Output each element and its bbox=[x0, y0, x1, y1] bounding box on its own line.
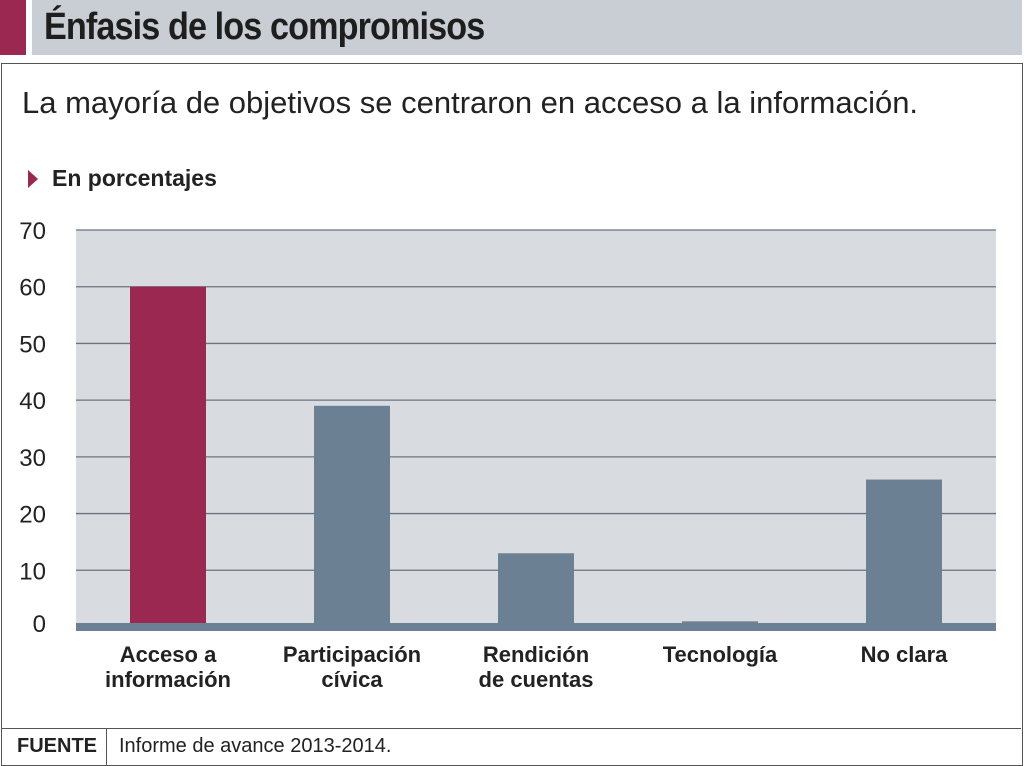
y-tick-label: 20 bbox=[19, 502, 46, 529]
x-tick-label: de cuentas bbox=[479, 667, 594, 692]
header-bar: Énfasis de los compromisos bbox=[32, 0, 1022, 55]
bar bbox=[498, 553, 574, 627]
header-accent bbox=[0, 0, 26, 55]
x-tick-label: Acceso a bbox=[120, 642, 217, 667]
x-tick-label: Tecnología bbox=[663, 642, 778, 667]
baseline bbox=[76, 623, 996, 631]
x-tick-label: cívica bbox=[321, 667, 383, 692]
x-tick-label: información bbox=[105, 667, 231, 692]
source-text: Informe de avance 2013-2014. bbox=[119, 735, 392, 757]
y-tick-label: 60 bbox=[19, 275, 46, 302]
triangle-icon bbox=[28, 169, 38, 188]
footer: FUENTE Informe de avance 2013-2014. bbox=[1, 728, 1021, 766]
y-tick-label: 40 bbox=[19, 388, 46, 415]
unit-text: En porcentajes bbox=[52, 165, 217, 191]
bar bbox=[866, 479, 942, 627]
source-label: FUENTE bbox=[17, 735, 97, 757]
bar bbox=[130, 286, 206, 627]
unit-label: En porcentajes bbox=[28, 165, 217, 192]
y-tick-label: 0 bbox=[33, 611, 46, 638]
footer-divider bbox=[106, 729, 107, 766]
y-tick-label: 30 bbox=[19, 445, 46, 472]
chart-subtitle: La mayoría de objetivos se centraron en … bbox=[22, 85, 919, 120]
bar bbox=[314, 405, 390, 627]
x-tick-label: No clara bbox=[861, 642, 949, 667]
x-tick-label: Rendición bbox=[483, 642, 589, 667]
chart-title: Énfasis de los compromisos bbox=[44, 6, 485, 48]
x-tick-label: Participación bbox=[283, 642, 421, 667]
y-tick-label: 10 bbox=[19, 558, 46, 585]
y-tick-label: 70 bbox=[19, 218, 46, 245]
y-tick-label: 50 bbox=[19, 331, 46, 358]
